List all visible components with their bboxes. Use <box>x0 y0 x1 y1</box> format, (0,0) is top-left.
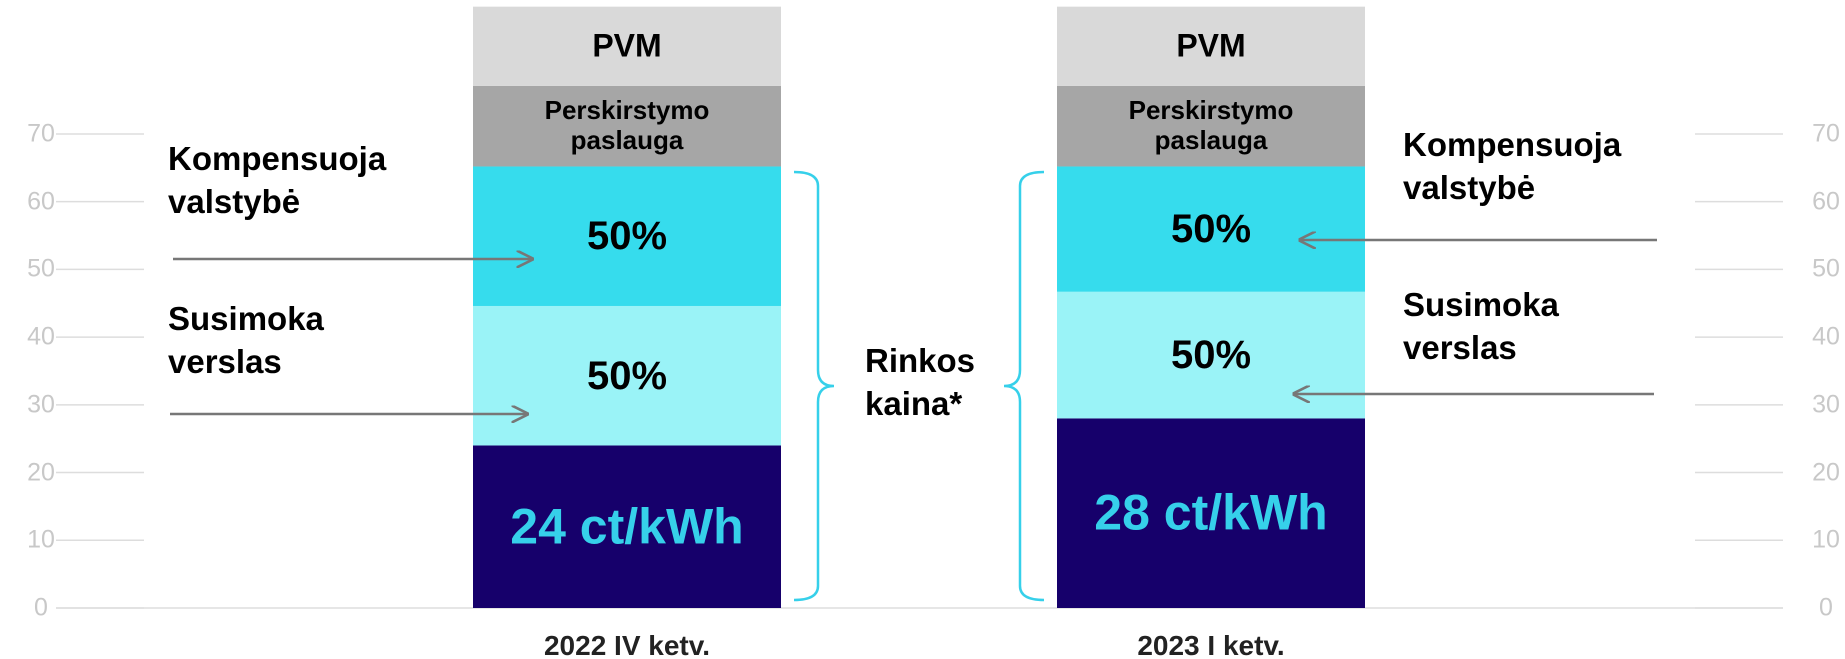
segment-label: Perskirstymo paslauga <box>1128 95 1294 156</box>
y-tick-label: 30 <box>27 390 55 419</box>
annotation: Kompensuoja valstybė <box>168 140 387 220</box>
y-tick-label: 50 <box>27 255 55 284</box>
segment-label: 50% <box>586 214 668 259</box>
y2-tick-label: 70 <box>1812 119 1840 148</box>
bar-segment <box>473 445 781 608</box>
segment-label: Perskirstymo paslauga <box>544 95 710 156</box>
annotation: Susimoka verslas <box>168 300 324 380</box>
segment-label: 50% <box>586 353 668 398</box>
y-tick-label: 70 <box>27 119 55 148</box>
y-tick-label: 0 <box>34 593 48 622</box>
y2-tick-label: 60 <box>1812 187 1840 216</box>
segment-label: PVM <box>592 27 662 64</box>
value-label: 24 ct/kWh <box>510 497 744 554</box>
bar-segment <box>473 85 781 167</box>
brace <box>1003 170 1045 602</box>
x-tick-label: 2023 I ketv. <box>1137 629 1285 659</box>
annotation: Susimoka verslas <box>1403 286 1559 366</box>
bar-segment <box>473 6 781 86</box>
annotation: Rinkos kaina* <box>865 342 976 422</box>
brace <box>793 170 835 602</box>
y-tick-label: 60 <box>27 187 55 216</box>
y2-tick-label: 40 <box>1812 322 1840 351</box>
annotation: Kompensuoja valstybė <box>1403 126 1622 206</box>
y-tick-label: 40 <box>27 322 55 351</box>
y2-tick-label: 20 <box>1812 458 1840 487</box>
segment-label: 50% <box>1170 207 1252 252</box>
y-tick-label: 20 <box>27 458 55 487</box>
y2-tick-label: 30 <box>1812 390 1840 419</box>
bar-segment <box>473 166 781 306</box>
bar-segment <box>1057 6 1365 86</box>
y2-tick-label: 0 <box>1819 593 1833 622</box>
bar-segment <box>1057 291 1365 419</box>
segment-label: 50% <box>1170 333 1252 378</box>
segment-label: PVM <box>1176 27 1246 64</box>
y2-tick-label: 50 <box>1812 255 1840 284</box>
y-tick-label: 10 <box>27 525 55 554</box>
x-tick-label: 2022 IV ketv. <box>543 629 711 659</box>
bar-segment <box>1057 166 1365 292</box>
bar-segment <box>1057 418 1365 608</box>
y2-tick-label: 10 <box>1812 525 1840 554</box>
value-label: 28 ct/kWh <box>1094 484 1328 541</box>
bar-segment <box>1057 85 1365 167</box>
